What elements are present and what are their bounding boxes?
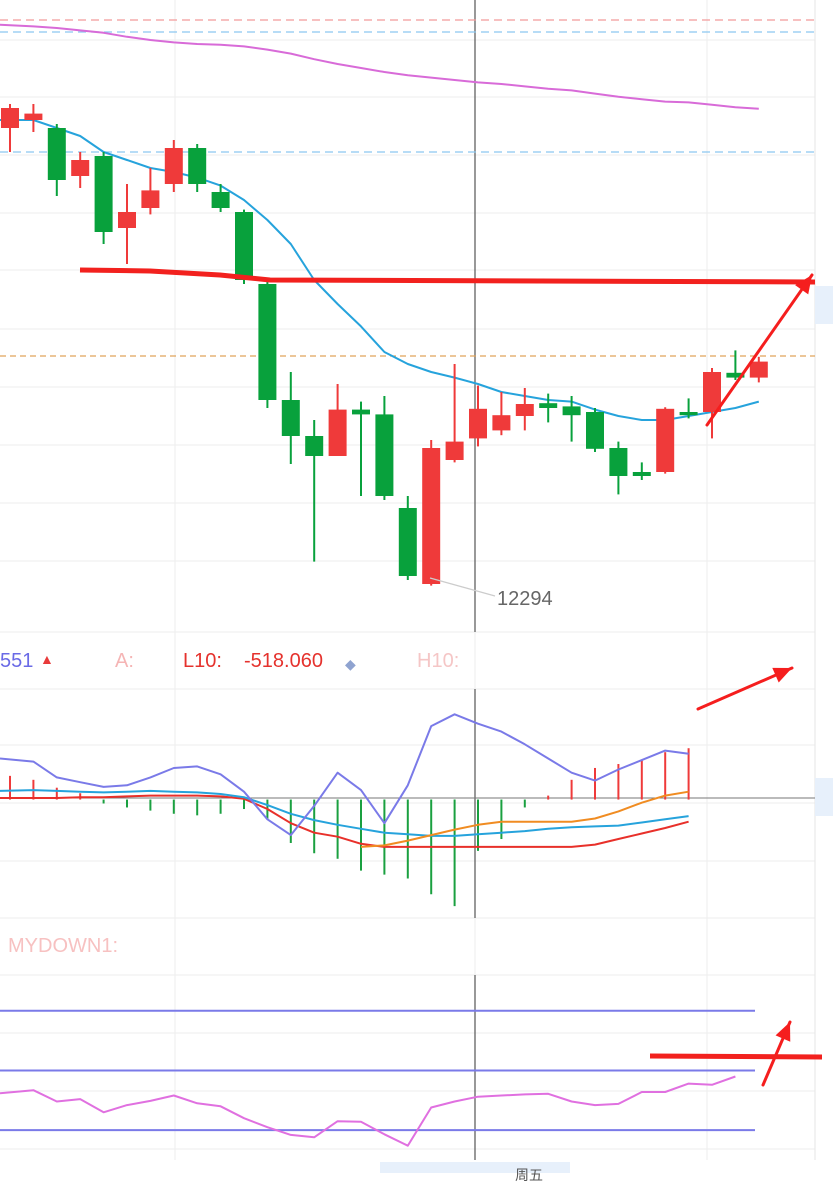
macd-legend-551: 551 — [0, 650, 34, 672]
annotation-arrow-macd-head — [772, 667, 792, 683]
candle-body-26 — [609, 448, 628, 476]
macd-legend-h10: H10: — [417, 650, 460, 672]
candle-body-22 — [515, 404, 534, 416]
candle-body-27 — [632, 472, 651, 476]
osc-line — [0, 1075, 736, 1147]
bottom-date-label: 周五 — [515, 1167, 543, 1183]
candle-body-4 — [94, 156, 113, 232]
candle-body-13 — [305, 436, 324, 456]
macd-dea-line — [0, 789, 689, 837]
annotation-arrow-osc-head — [775, 1022, 791, 1042]
macd-orange-line — [360, 790, 689, 848]
candle-body-1 — [24, 113, 43, 120]
up-triangle-icon: ▲ — [40, 651, 54, 667]
low-annotation-leader — [429, 577, 496, 597]
candle-body-14 — [328, 409, 347, 456]
candle-body-28 — [656, 408, 675, 472]
candle-body-24 — [562, 406, 581, 416]
candle-body-12 — [281, 400, 300, 436]
candle-body-19 — [445, 441, 464, 460]
ma-fast-line — [0, 119, 760, 421]
candle-body-5 — [118, 212, 136, 228]
annotation-arrow-price-shaft — [705, 273, 814, 427]
candle-body-2 — [47, 128, 66, 180]
drawn-red-support-line — [79, 267, 816, 285]
candle-body-0 — [1, 108, 19, 128]
macd-legend-a: A: — [115, 650, 134, 672]
macd-panel — [0, 713, 690, 907]
macd-diff-line — [0, 713, 689, 837]
candle-body-23 — [539, 403, 558, 408]
annotations — [649, 273, 823, 1087]
candle-body-30 — [703, 372, 721, 412]
candle-body-21 — [492, 415, 511, 431]
oscillator-title: MYDOWN1: — [8, 935, 118, 957]
diamond-icon: ◆ — [345, 656, 356, 672]
axis-tag-right-macd — [815, 778, 833, 816]
candle-body-32 — [749, 361, 768, 378]
ma-slow-line — [0, 23, 759, 110]
candle-body-3 — [71, 160, 90, 176]
price-panel — [0, 19, 816, 597]
candle-body-20 — [469, 408, 487, 439]
candle-body-6 — [141, 190, 160, 208]
macd-red-line — [0, 794, 689, 848]
candle-body-25 — [586, 412, 604, 449]
candle-body-15 — [352, 409, 370, 415]
axis-tag-right-price — [815, 286, 833, 324]
candle-body-17 — [398, 508, 417, 576]
drawn-red-line-osc — [649, 1053, 823, 1060]
candle-body-31 — [726, 372, 745, 378]
annotation-arrow-price-head — [795, 275, 812, 295]
candle-body-16 — [375, 414, 394, 496]
candle-body-9 — [211, 192, 230, 208]
candle-body-8 — [188, 148, 207, 184]
candle-body-11 — [258, 284, 277, 400]
macd-legend-l10-value: -518.060 — [244, 650, 323, 672]
oscillator-panel — [0, 1009, 755, 1147]
candle-body-7 — [164, 148, 183, 184]
candle-body-10 — [235, 212, 253, 280]
macd-legend-l10: L10: — [183, 650, 222, 672]
candle-body-18 — [422, 448, 441, 584]
price-low-label: 12294 — [497, 588, 553, 610]
candle-body-29 — [679, 412, 698, 416]
axis-tag-bottom — [380, 1162, 570, 1173]
